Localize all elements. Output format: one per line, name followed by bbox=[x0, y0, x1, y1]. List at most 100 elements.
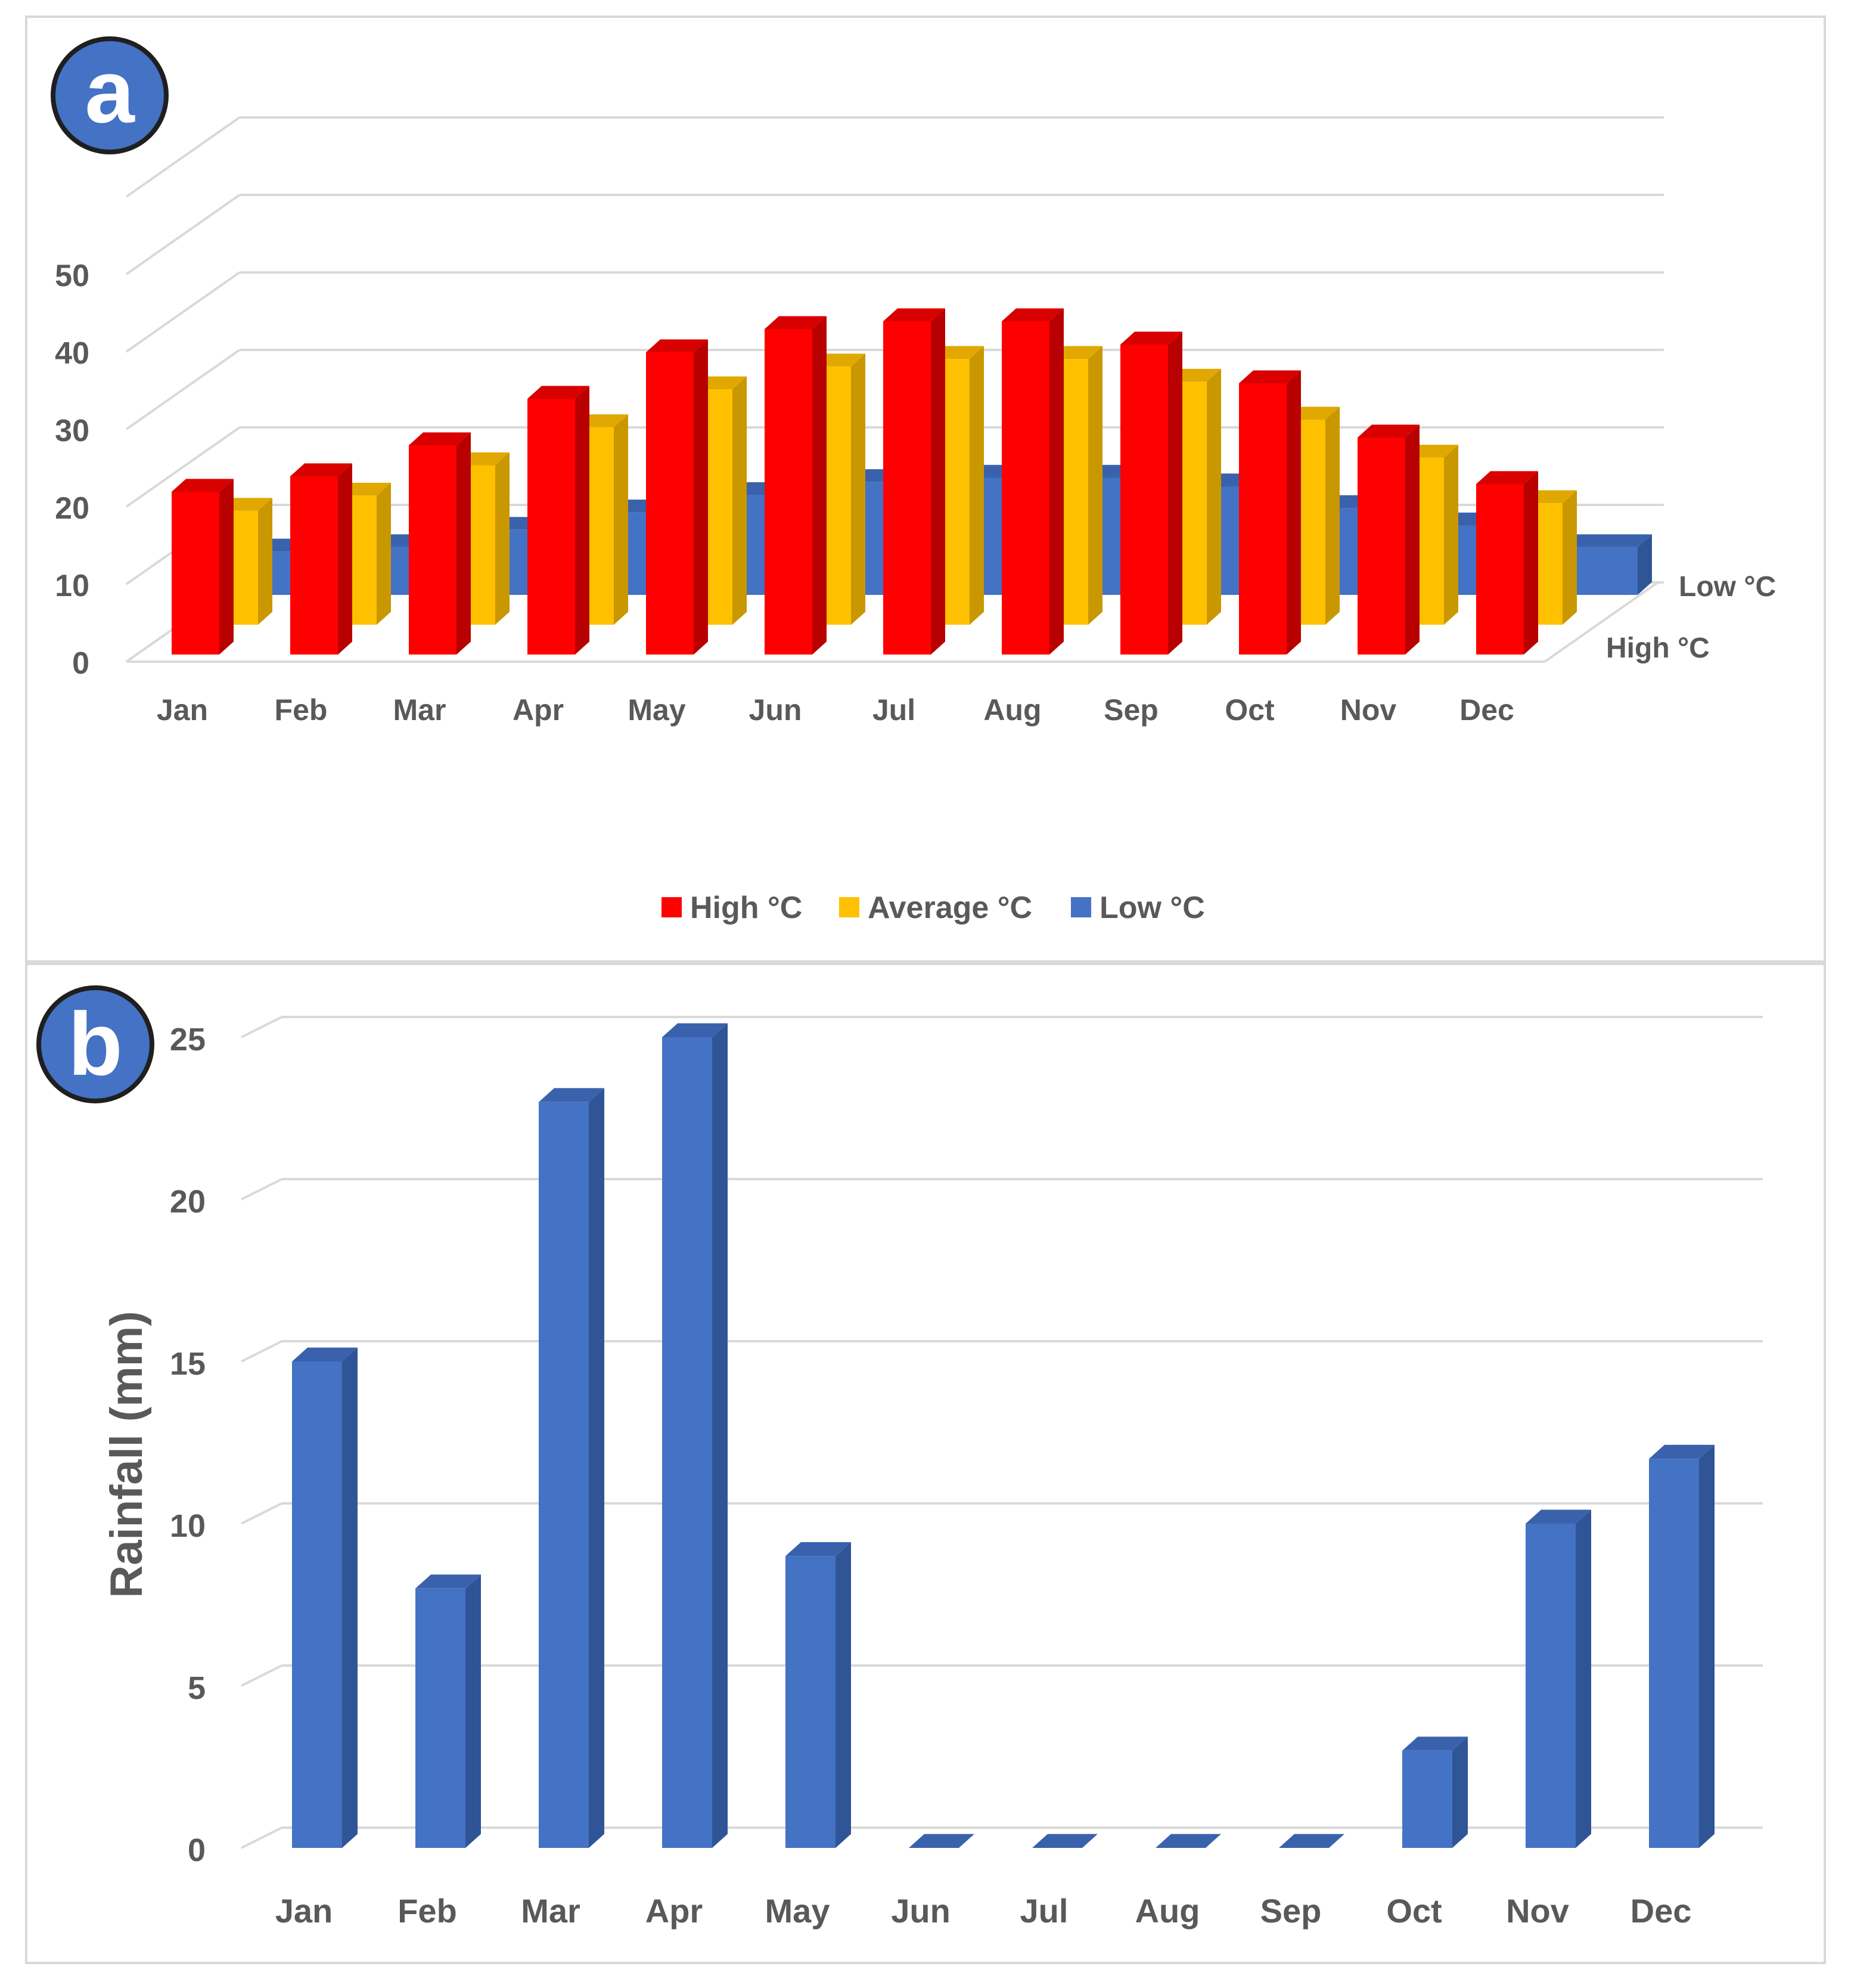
a-y-tick-50: 50 bbox=[55, 259, 89, 293]
b-y-tick-20: 20 bbox=[170, 1184, 206, 1220]
b-y-tick-10: 10 bbox=[170, 1508, 206, 1544]
b-y-tick-25: 25 bbox=[170, 1022, 206, 1057]
legend-item-average-c: Average °C bbox=[839, 891, 1032, 925]
rain-bar-jan bbox=[292, 1347, 358, 1848]
legend-label-low-c: Low °C bbox=[1100, 891, 1205, 925]
b-x-tick-jan: Jan bbox=[275, 1892, 333, 1930]
rain-bar-jul bbox=[1032, 1834, 1098, 1848]
b-grid-diag bbox=[241, 1178, 282, 1201]
rain-bar-apr bbox=[662, 1023, 728, 1848]
a-grid-diag bbox=[125, 271, 241, 353]
a-x-tick-oct: Oct bbox=[1225, 693, 1275, 727]
a-x-tick-may: May bbox=[628, 693, 685, 727]
panel-b-x-ticks: Jan Feb Mar Apr May Jun Jul Aug Sep Oct Nov Dec bbox=[275, 1892, 1692, 1930]
panel-b-y-ticks: 0 5 10 15 20 25 bbox=[170, 1022, 206, 1868]
a-depth-label-low-c: Low °C bbox=[1679, 571, 1776, 603]
a-x-tick-jun: Jun bbox=[749, 693, 802, 727]
panel-a-badge: a bbox=[51, 36, 169, 154]
panel-a-chart: a 0 10 20 30 40 50 Jan Feb Mar Apr May Jun Jul Aug Se… bbox=[51, 36, 1776, 925]
high-bar-nov bbox=[1358, 424, 1420, 655]
high-bar-mar bbox=[409, 432, 471, 655]
b-x-tick-feb: Feb bbox=[397, 1892, 457, 1930]
a-grid-diag bbox=[125, 426, 241, 508]
rain-bar-nov bbox=[1526, 1509, 1591, 1848]
a-grid-diag bbox=[125, 194, 241, 275]
a-y-tick-40: 40 bbox=[55, 336, 89, 371]
a-x-tick-jan: Jan bbox=[157, 693, 208, 727]
b-x-tick-jun: Jun bbox=[891, 1892, 951, 1930]
b-y-tick-5: 5 bbox=[188, 1670, 206, 1706]
b-grid-diag bbox=[241, 1016, 282, 1038]
legend-item-low-c: Low °C bbox=[1071, 891, 1205, 925]
a-x-tick-dec: Dec bbox=[1459, 693, 1514, 727]
legend-item-high-c: High °C bbox=[661, 891, 802, 925]
high-bar-jan bbox=[172, 479, 234, 655]
b-x-tick-nov: Nov bbox=[1506, 1892, 1569, 1930]
high-bar-may bbox=[646, 339, 708, 655]
panel-a-bars bbox=[172, 308, 1652, 655]
a-grid-diag bbox=[125, 349, 241, 430]
a-y-tick-20: 20 bbox=[55, 491, 89, 526]
panel-b-badge-letter: b bbox=[68, 994, 123, 1094]
b-x-tick-oct: Oct bbox=[1386, 1892, 1442, 1930]
high-bar-oct bbox=[1239, 370, 1301, 655]
a-y-tick-10: 10 bbox=[55, 569, 89, 603]
legend-swatch-high-c bbox=[661, 897, 682, 917]
panel-b-gridlines bbox=[241, 1016, 1763, 1849]
legend-swatch-average-c bbox=[839, 897, 859, 917]
panel-a-legend: High °C Average °C Low °C bbox=[661, 891, 1205, 925]
rain-bar-oct bbox=[1402, 1736, 1468, 1848]
rain-bar-may bbox=[785, 1542, 851, 1848]
high-bar-sep bbox=[1120, 331, 1182, 655]
high-bar-feb bbox=[290, 463, 352, 655]
b-y-tick-0: 0 bbox=[188, 1832, 206, 1868]
a-x-tick-apr: Apr bbox=[513, 693, 564, 727]
b-grid-diag bbox=[241, 1502, 282, 1525]
legend-label-high-c: High °C bbox=[690, 891, 802, 925]
b-x-tick-jul: Jul bbox=[1020, 1892, 1069, 1930]
b-y-tick-15: 15 bbox=[170, 1346, 206, 1382]
a-grid-diag bbox=[125, 116, 241, 198]
panel-b-y-axis-label: Rainfall (mm) bbox=[101, 1311, 152, 1598]
rain-bar-aug bbox=[1156, 1834, 1221, 1848]
panel-a-y-ticks: 0 10 20 30 40 50 bbox=[55, 259, 89, 681]
high-bar-dec bbox=[1476, 471, 1538, 655]
a-x-tick-mar: Mar bbox=[393, 693, 446, 727]
legend-swatch-low-c bbox=[1071, 897, 1091, 917]
b-x-tick-may: May bbox=[765, 1892, 830, 1930]
legend-label-average-c: Average °C bbox=[868, 891, 1032, 925]
a-depth-label-high-c: High °C bbox=[1606, 632, 1710, 664]
b-x-tick-mar: Mar bbox=[521, 1892, 580, 1930]
a-x-tick-nov: Nov bbox=[1340, 693, 1397, 727]
average-bar-feb bbox=[332, 482, 391, 625]
a-x-tick-sep: Sep bbox=[1104, 693, 1159, 727]
a-x-tick-aug: Aug bbox=[983, 693, 1041, 727]
high-bar-jun bbox=[765, 316, 827, 655]
a-x-tick-feb: Feb bbox=[275, 693, 328, 727]
panel-a-depth-labels: Low °C High °C bbox=[1606, 571, 1776, 664]
a-x-tick-jul: Jul bbox=[872, 693, 915, 727]
rain-bar-mar bbox=[539, 1088, 604, 1848]
b-x-tick-dec: Dec bbox=[1631, 1892, 1692, 1930]
b-grid-diag bbox=[241, 1664, 282, 1687]
a-y-tick-0: 0 bbox=[72, 646, 89, 681]
high-bar-apr bbox=[527, 386, 589, 655]
panel-b-chart: b 0 5 10 15 20 25 Jan Feb Mar Apr May Jun Jul Aug Sep… bbox=[36, 985, 1763, 1930]
panel-a-badge-letter: a bbox=[85, 41, 135, 141]
rain-bar-sep bbox=[1279, 1834, 1344, 1848]
b-x-tick-apr: Apr bbox=[645, 1892, 703, 1930]
rain-bar-jun bbox=[909, 1834, 974, 1848]
rain-bar-dec bbox=[1649, 1444, 1715, 1848]
b-grid-diag bbox=[241, 1340, 282, 1363]
a-y-tick-30: 30 bbox=[55, 414, 89, 448]
panel-b-badge: b bbox=[36, 985, 154, 1103]
b-grid-diag bbox=[241, 1826, 282, 1849]
b-x-tick-aug: Aug bbox=[1135, 1892, 1200, 1930]
b-x-tick-sep: Sep bbox=[1260, 1892, 1322, 1930]
panel-b-bars bbox=[292, 1023, 1715, 1848]
panel-a-x-ticks: Jan Feb Mar Apr May Jun Jul Aug Sep Oct Nov Dec bbox=[157, 693, 1514, 727]
high-bar-jul bbox=[883, 308, 945, 655]
high-bar-aug bbox=[1002, 308, 1064, 655]
rain-bar-feb bbox=[415, 1574, 481, 1848]
